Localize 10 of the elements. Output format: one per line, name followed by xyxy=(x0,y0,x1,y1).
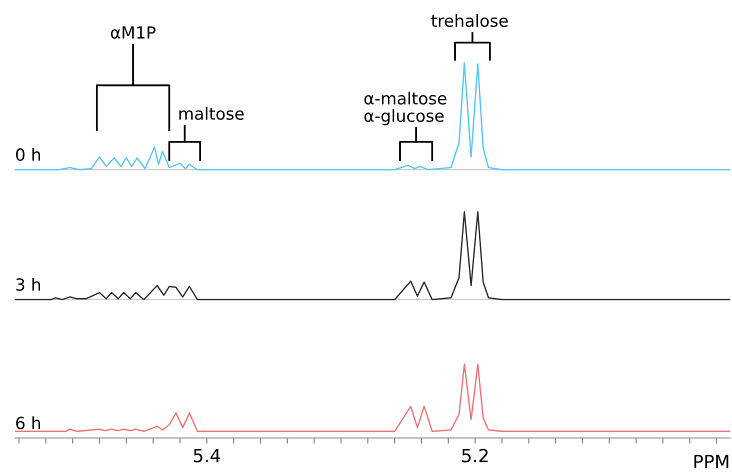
text: αM1P xyxy=(110,26,156,39)
x-tick-label: 5.2 xyxy=(462,448,488,462)
text: trehalose xyxy=(431,14,508,28)
x-axis-title: PPM xyxy=(694,454,728,468)
series-label: 6 h xyxy=(16,416,40,430)
annotation: α-maltose α-glucose xyxy=(364,92,446,126)
annotation: maltose xyxy=(179,106,244,120)
series-label: 3 h xyxy=(16,278,40,291)
x-tick-label: 5.4 xyxy=(194,448,220,462)
series-label: 0 h xyxy=(16,148,40,161)
